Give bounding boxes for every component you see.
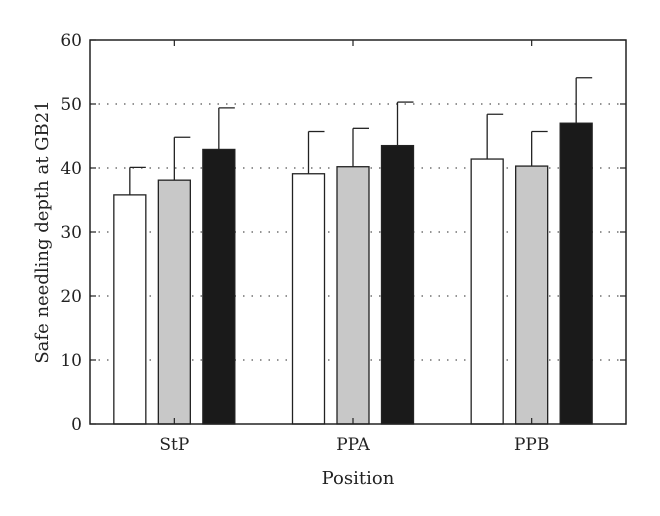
bars (113, 122, 593, 425)
bar (157, 179, 191, 425)
y-tick-label: 40 (60, 159, 82, 179)
x-category-label: StP (159, 435, 189, 455)
y-tick-label: 20 (60, 287, 82, 307)
x-category-label: PPA (336, 435, 370, 455)
y-tick-label: 10 (60, 351, 82, 371)
y-axis: 0 10 20 30 40 50 60 (60, 31, 626, 435)
bar (515, 165, 549, 425)
error-bars (129, 77, 593, 195)
y-tick-label: 0 (71, 415, 82, 435)
bar (113, 194, 147, 425)
bar (380, 144, 415, 425)
bar (336, 166, 370, 425)
x-category-label: PPB (514, 435, 549, 455)
x-axis-title: Position (322, 468, 395, 489)
y-tick-label: 60 (60, 31, 82, 51)
bar (470, 158, 504, 425)
y-tick-label: 30 (60, 223, 82, 243)
x-axis: StP PPA PPB (159, 40, 549, 455)
bar (202, 148, 236, 425)
bar (291, 173, 326, 425)
y-tick-label: 50 (60, 95, 82, 115)
y-axis-title: Safe needling depth at GB21 (32, 100, 53, 363)
bar (559, 122, 593, 425)
